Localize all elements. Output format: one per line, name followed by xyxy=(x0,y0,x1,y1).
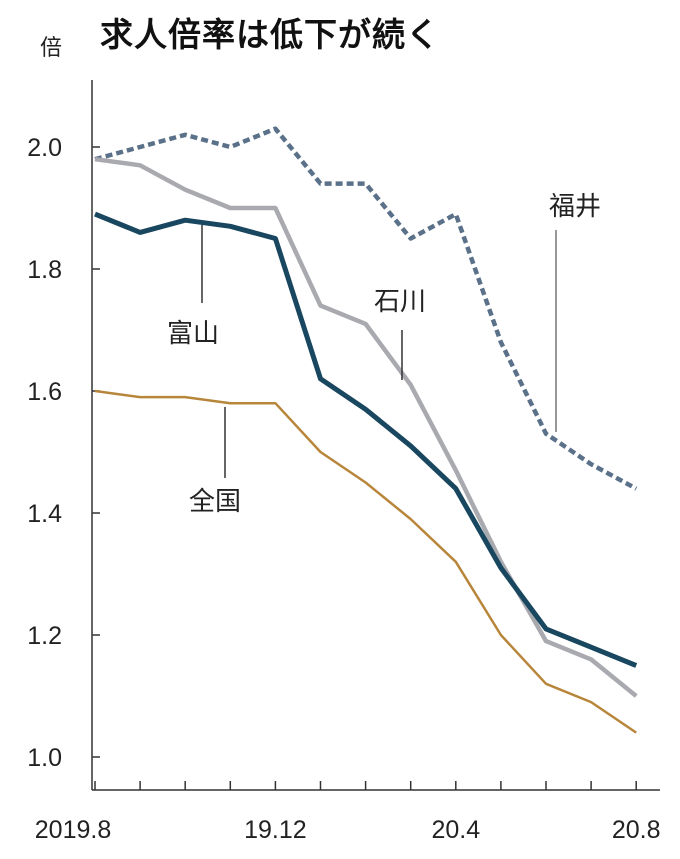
x-tick-label: 20.8 xyxy=(612,816,661,844)
series-label: 全国 xyxy=(189,487,241,517)
series-label: 富山 xyxy=(167,319,219,349)
series-label: 石川 xyxy=(374,287,426,317)
x-tick-label: 20.4 xyxy=(431,816,480,844)
chart-title: 求人倍率は低下が続く xyxy=(100,15,440,54)
y-axis-unit: 倍 xyxy=(40,36,63,61)
series-line-1 xyxy=(94,156,638,698)
series-label: 福井 xyxy=(549,192,601,222)
y-tick-label: 1.6 xyxy=(27,378,62,406)
y-tick-label: 2.0 xyxy=(27,134,62,162)
y-tick-label: 1.2 xyxy=(27,622,62,650)
x-tick-label: 19.12 xyxy=(244,816,307,844)
x-tick-label: 2019.8 xyxy=(35,816,111,844)
y-tick-label: 1.0 xyxy=(27,744,62,772)
y-tick-label: 1.4 xyxy=(27,500,62,528)
y-tick-label: 1.8 xyxy=(27,256,62,284)
